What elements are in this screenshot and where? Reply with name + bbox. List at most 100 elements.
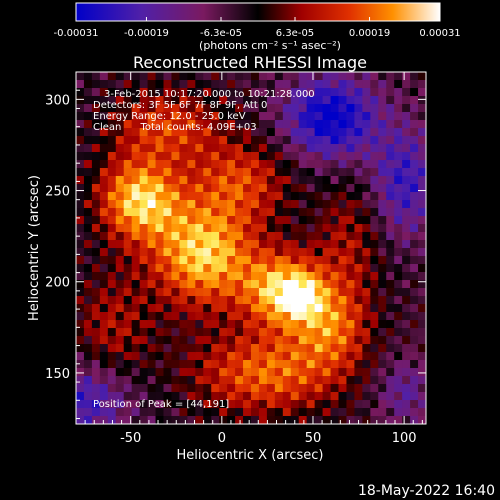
heatmap-cell bbox=[155, 112, 165, 121]
heatmap-cell bbox=[179, 104, 188, 113]
heatmap-cell bbox=[219, 264, 228, 273]
heatmap-cell bbox=[258, 272, 268, 281]
heatmap-cell bbox=[219, 80, 228, 89]
heatmap-cell bbox=[227, 200, 236, 209]
heatmap-cell bbox=[266, 88, 276, 97]
heatmap-cell bbox=[179, 152, 188, 161]
heatmap-cell bbox=[139, 176, 149, 185]
heatmap-cell bbox=[115, 240, 125, 249]
heatmap-cell bbox=[83, 112, 93, 121]
colorbar-tick-label: -6.3e-05 bbox=[200, 28, 242, 39]
heatmap-cell bbox=[163, 408, 173, 417]
heatmap-cell bbox=[410, 216, 419, 225]
heatmap-cell bbox=[251, 232, 260, 241]
heatmap-cell bbox=[91, 184, 101, 193]
heatmap-cell bbox=[147, 120, 157, 129]
heatmap-cell bbox=[251, 104, 260, 113]
heatmap-cell bbox=[378, 120, 387, 129]
heatmap-cell bbox=[338, 240, 348, 249]
heatmap-cell bbox=[123, 80, 133, 89]
heatmap-cell bbox=[274, 304, 284, 313]
heatmap-cell bbox=[282, 288, 292, 297]
heatmap-cell bbox=[187, 336, 196, 345]
heatmap-cell bbox=[179, 112, 188, 121]
heatmap-cell bbox=[91, 144, 101, 153]
heatmap-cell bbox=[203, 376, 212, 385]
heatmap-cell bbox=[91, 120, 101, 129]
heatmap-cell bbox=[131, 328, 141, 337]
heatmap-cell bbox=[402, 72, 411, 81]
heatmap-cell bbox=[131, 368, 141, 377]
heatmap-cell bbox=[290, 336, 300, 345]
heatmap-cell bbox=[410, 400, 419, 409]
heatmap-cell bbox=[354, 400, 363, 409]
heatmap-cell bbox=[330, 320, 340, 329]
heatmap-cell bbox=[346, 400, 355, 409]
heatmap-cell bbox=[386, 408, 395, 417]
heatmap-cell bbox=[219, 272, 228, 281]
heatmap-cell bbox=[76, 304, 85, 313]
heatmap-cell bbox=[298, 416, 308, 424]
heatmap-cell bbox=[251, 384, 260, 393]
heatmap-cell bbox=[346, 288, 355, 297]
heatmap-cell bbox=[107, 144, 117, 153]
heatmap-cell bbox=[306, 128, 316, 137]
heatmap-cell bbox=[243, 232, 252, 241]
heatmap-cell bbox=[346, 384, 355, 393]
heatmap-cell bbox=[195, 72, 204, 81]
heatmap-cell bbox=[235, 88, 244, 97]
heatmap-cell bbox=[195, 416, 204, 424]
chart-title: Reconstructed RHESSI Image bbox=[133, 53, 367, 72]
heatmap-cell bbox=[219, 360, 228, 369]
heatmap-cell bbox=[227, 224, 236, 233]
heatmap-cell bbox=[211, 128, 220, 137]
heatmap-cell bbox=[330, 176, 340, 185]
plot-timestamp: 18-May-2022 16:40 bbox=[358, 483, 495, 499]
heatmap-cell bbox=[195, 136, 204, 145]
heatmap-cell bbox=[346, 240, 355, 249]
heatmap-cell bbox=[378, 224, 387, 233]
heatmap-cell bbox=[203, 328, 212, 337]
heatmap-cell bbox=[107, 72, 117, 81]
heatmap-cell bbox=[410, 384, 419, 393]
heatmap-cell bbox=[418, 384, 426, 393]
heatmap-cell bbox=[131, 320, 141, 329]
heatmap-cell bbox=[243, 88, 252, 97]
heatmap-cell bbox=[378, 352, 387, 361]
x-axis-label: Heliocentric X (arcsec) bbox=[177, 448, 324, 463]
heatmap-cell bbox=[274, 264, 284, 273]
heatmap-cell bbox=[251, 408, 260, 417]
heatmap-cell bbox=[131, 392, 141, 401]
heatmap-cell bbox=[314, 192, 324, 201]
heatmap-cell bbox=[123, 400, 133, 409]
heatmap-cell bbox=[314, 208, 324, 217]
annotation-energy-range: Energy Range: 12.0 - 25.0 keV bbox=[93, 111, 246, 122]
heatmap-cell bbox=[203, 320, 212, 329]
heatmap-cell bbox=[107, 192, 117, 201]
heatmap-cell bbox=[330, 200, 340, 209]
heatmap-cell bbox=[410, 104, 419, 113]
heatmap-cell bbox=[203, 352, 212, 361]
heatmap-cell bbox=[306, 136, 316, 145]
heatmap-cell bbox=[402, 200, 411, 209]
heatmap-cell bbox=[354, 136, 363, 145]
heatmap-cell bbox=[322, 320, 332, 329]
heatmap-cell bbox=[338, 200, 348, 209]
heatmap-cell bbox=[131, 352, 141, 361]
heatmap-cell bbox=[378, 336, 387, 345]
heatmap-cell bbox=[394, 304, 403, 313]
heatmap-cell bbox=[362, 104, 371, 113]
heatmap-cell bbox=[99, 192, 109, 201]
heatmap-cell bbox=[362, 144, 371, 153]
heatmap-cell bbox=[187, 400, 196, 409]
heatmap-cell bbox=[394, 416, 403, 424]
heatmap-cell bbox=[330, 384, 340, 393]
heatmap-cell bbox=[155, 104, 165, 113]
heatmap-cell bbox=[123, 280, 133, 289]
heatmap-cell bbox=[91, 360, 101, 369]
heatmap-cell bbox=[266, 264, 276, 273]
heatmap-cell bbox=[227, 88, 236, 97]
heatmap-cell bbox=[266, 72, 276, 81]
heatmap-cell bbox=[107, 272, 117, 281]
heatmap-cell bbox=[219, 336, 228, 345]
